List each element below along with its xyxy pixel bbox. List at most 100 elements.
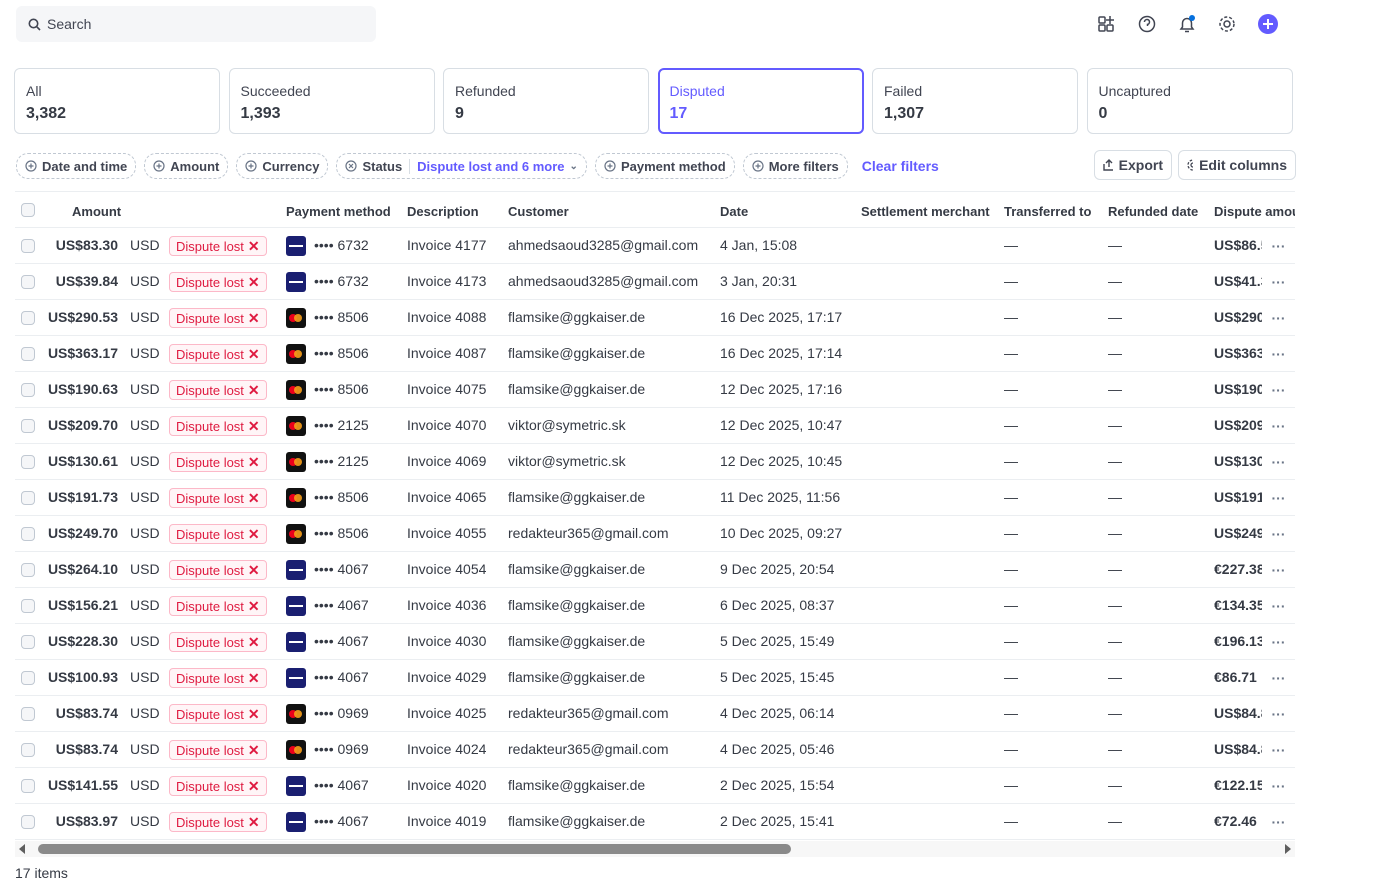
status-badge: Dispute lost ✕ [169, 632, 267, 652]
card-last4: •••• 8506 [314, 381, 369, 397]
row-checkbox[interactable] [21, 275, 35, 289]
row-menu[interactable]: ··· [1262, 516, 1295, 551]
date: 2 Dec 2025, 15:41 [720, 813, 835, 829]
row-menu[interactable]: ··· [1262, 264, 1295, 299]
row-menu[interactable]: ··· [1262, 372, 1295, 407]
amount: US$156.21 [47, 597, 118, 613]
dispute-amount: €72.46 [1214, 813, 1257, 829]
row-menu[interactable]: ··· [1262, 732, 1295, 767]
row-menu[interactable]: ··· [1262, 336, 1295, 371]
row-checkbox[interactable] [21, 779, 35, 793]
row-checkbox[interactable] [21, 599, 35, 613]
refunded-date: — [1108, 561, 1122, 577]
row-checkbox[interactable] [21, 563, 35, 577]
tab-count: 0 [1098, 105, 1108, 122]
filter-chip[interactable]: Status Dispute lost and 6 more ⌄ [336, 153, 587, 179]
status-tab[interactable]: Disputed 17 [657, 68, 864, 134]
filter-label: Status [362, 158, 403, 174]
row-checkbox[interactable] [21, 635, 35, 649]
edit-columns-button[interactable]: Edit columns [1178, 150, 1296, 180]
filter-chip[interactable]: More filters [742, 153, 848, 179]
amount: US$83.30 [55, 237, 118, 253]
card-last4: •••• 8506 [314, 525, 369, 541]
description: Invoice 4055 [407, 525, 487, 541]
currency: USD [130, 633, 160, 649]
status-tab[interactable]: Succeeded 1,393 [228, 68, 435, 134]
search-box[interactable]: Search [16, 6, 376, 42]
row-menu[interactable]: ··· [1262, 408, 1295, 443]
row-menu[interactable]: ··· [1262, 552, 1295, 587]
row-menu[interactable]: ··· [1262, 804, 1295, 839]
tab-count: 3,382 [26, 105, 67, 122]
row-menu[interactable]: ··· [1262, 300, 1295, 335]
customer: ahmedsaoud3285@gmail.com [508, 273, 699, 289]
add-icon [245, 160, 257, 172]
export-label: Export [1118, 157, 1163, 173]
dispute-amount: €134.35 [1214, 597, 1265, 613]
row-menu[interactable]: ··· [1262, 624, 1295, 659]
status-badge: Dispute lost ✕ [169, 488, 267, 508]
row-menu[interactable]: ··· [1262, 768, 1295, 803]
column-header: Transferred to [1004, 204, 1092, 219]
filter-chip[interactable]: Payment method [594, 153, 735, 179]
row-checkbox[interactable] [21, 815, 35, 829]
refunded-date: — [1108, 273, 1122, 289]
amount: US$141.55 [47, 777, 118, 793]
row-menu[interactable]: ··· [1262, 660, 1295, 695]
row-menu[interactable]: ··· [1262, 588, 1295, 623]
filter-chip[interactable]: Amount [144, 153, 229, 179]
card-last4: •••• 8506 [314, 345, 369, 361]
row-checkbox[interactable] [21, 455, 35, 469]
filter-chip[interactable]: Date and time [16, 153, 137, 179]
row-checkbox[interactable] [21, 347, 35, 361]
row-checkbox[interactable] [21, 239, 35, 253]
transferred-to: — [1004, 777, 1018, 793]
status-label: Dispute lost [176, 238, 244, 254]
row-menu[interactable]: ··· [1262, 480, 1295, 515]
customer: viktor@symetric.sk [508, 417, 626, 433]
status-tab[interactable]: All 3,382 [14, 68, 220, 134]
row-checkbox[interactable] [21, 491, 35, 505]
row-checkbox[interactable] [21, 527, 35, 541]
row-menu[interactable]: ··· [1262, 228, 1295, 263]
currency: USD [130, 345, 160, 361]
export-button[interactable]: Export [1094, 150, 1172, 180]
card-brand-icon [286, 704, 306, 724]
customer: redakteur365@gmail.com [508, 741, 669, 757]
description: Invoice 4024 [407, 741, 487, 757]
clear-filters[interactable]: Clear filters [861, 158, 939, 174]
remove-icon [345, 160, 358, 172]
status-tab[interactable]: Refunded 9 [443, 68, 649, 134]
transferred-to: — [1004, 381, 1018, 397]
row-menu[interactable]: ··· [1262, 696, 1295, 731]
customer: flamsike@ggkaiser.de [508, 489, 646, 505]
tab-label: Disputed [669, 83, 725, 99]
row-checkbox[interactable] [21, 383, 35, 397]
date: 2 Dec 2025, 15:54 [720, 777, 835, 793]
row-menu[interactable]: ··· [1262, 444, 1295, 479]
status-label: Dispute lost [176, 778, 244, 794]
date: 16 Dec 2025, 17:17 [720, 309, 843, 325]
customer: redakteur365@gmail.com [508, 705, 669, 721]
filter-chip[interactable]: Currency [236, 153, 329, 179]
header-checkbox[interactable] [21, 203, 35, 217]
status-tab[interactable]: Failed 1,307 [872, 68, 1078, 134]
row-checkbox[interactable] [21, 671, 35, 685]
row-checkbox[interactable] [21, 707, 35, 721]
status-tab[interactable]: Uncaptured 0 [1086, 68, 1293, 134]
amount: US$191.73 [47, 489, 118, 505]
row-line [15, 479, 1295, 480]
refunded-date: — [1108, 633, 1122, 649]
row-checkbox[interactable] [21, 311, 35, 325]
status-badge: Dispute lost ✕ [169, 272, 267, 292]
customer: ahmedsaoud3285@gmail.com [508, 237, 699, 253]
row-line [15, 695, 1295, 696]
scrollbar[interactable] [15, 841, 1295, 857]
row-line [15, 515, 1295, 516]
row-checkbox[interactable] [21, 419, 35, 433]
row-checkbox[interactable] [21, 743, 35, 757]
dispute-amount: €196.13 [1214, 633, 1265, 649]
amount: US$130.61 [47, 453, 118, 469]
date: 5 Dec 2025, 15:45 [720, 669, 835, 685]
currency: USD [130, 237, 160, 253]
